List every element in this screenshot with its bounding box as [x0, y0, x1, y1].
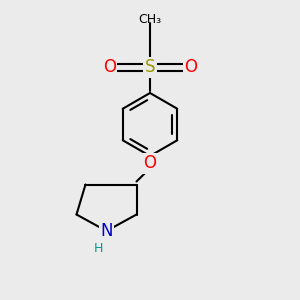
Text: CH₃: CH₃ — [138, 13, 162, 26]
Text: O: O — [184, 58, 197, 76]
Text: O: O — [103, 58, 116, 76]
Text: H: H — [93, 242, 103, 256]
Text: N: N — [100, 222, 113, 240]
Text: O: O — [143, 154, 157, 172]
Text: S: S — [145, 58, 155, 76]
